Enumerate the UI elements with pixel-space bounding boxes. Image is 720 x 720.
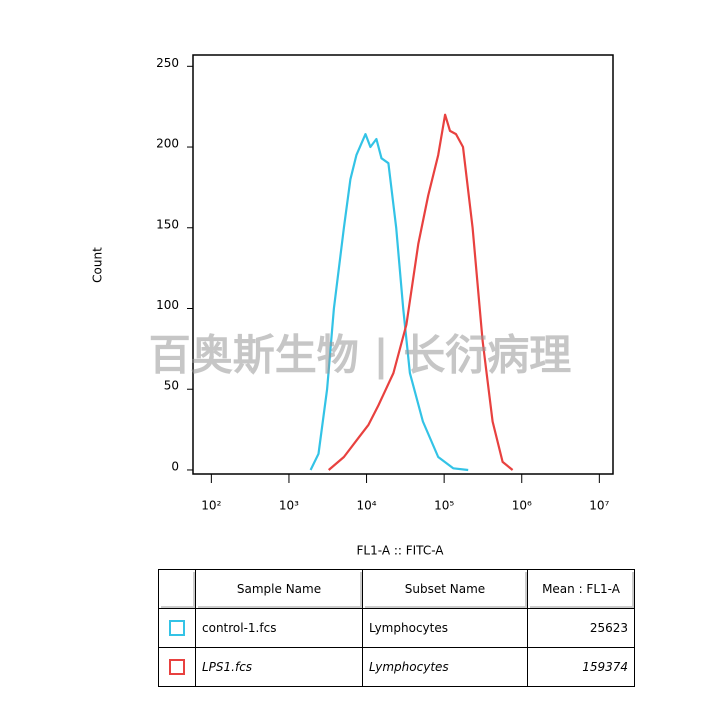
y-tick-label: 0 <box>171 459 179 473</box>
y-tick-label: 100 <box>156 298 179 312</box>
swatch-cell <box>158 647 196 687</box>
legend-swatch <box>169 659 185 675</box>
x-tick-label: 10⁶ <box>512 499 532 513</box>
header-row: Sample Name Subset Name Mean : FL1-A <box>158 569 635 609</box>
row: LPS1.fcs Lymphocytes 159374 <box>158 647 635 687</box>
y-tick-label: 150 <box>156 217 179 231</box>
watermark: 百奥斯生物 | 长衍病理 <box>149 331 572 380</box>
stats-table: Sample Name Subset Name Mean : FL1-A con… <box>158 569 635 687</box>
header-cell: Sample Name <box>195 569 363 609</box>
legend-swatch <box>169 620 185 636</box>
x-tick-label: 10³ <box>279 499 299 513</box>
x-tick-label: 10⁴ <box>357 499 377 513</box>
cell: 159374 <box>527 647 635 687</box>
plot-frame <box>192 54 614 475</box>
histogram-line <box>309 133 469 472</box>
cell: Lymphocytes <box>362 647 528 687</box>
y-tick-label: 200 <box>156 137 179 151</box>
x-tick-label: 10² <box>201 499 221 513</box>
cell: Lymphocytes <box>362 608 528 648</box>
header-cell: Mean : FL1-A <box>527 569 635 609</box>
x-tick-label: 10⁵ <box>434 499 454 513</box>
header-cell <box>158 569 196 609</box>
y-axis-label: Count <box>91 247 105 283</box>
cell: control-1.fcs <box>195 608 363 648</box>
cell: 25623 <box>527 608 635 648</box>
header-cell: Subset Name <box>362 569 528 609</box>
x-tick-label: 10⁷ <box>589 499 609 513</box>
x-axis-label: FL1-A :: FITC-A <box>357 544 445 558</box>
row: control-1.fcs Lymphocytes 25623 <box>158 608 635 648</box>
histogram-line <box>327 113 514 471</box>
y-tick-label: 50 <box>164 379 179 393</box>
y-tick-label: 250 <box>156 56 179 70</box>
cell: LPS1.fcs <box>195 647 363 687</box>
swatch-cell <box>158 608 196 648</box>
